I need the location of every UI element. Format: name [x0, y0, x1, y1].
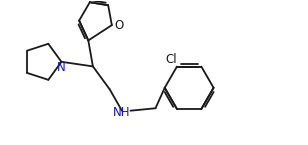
Text: N: N: [57, 61, 66, 74]
Text: Cl: Cl: [166, 53, 177, 66]
Text: NH: NH: [112, 106, 130, 119]
Text: O: O: [114, 19, 123, 32]
